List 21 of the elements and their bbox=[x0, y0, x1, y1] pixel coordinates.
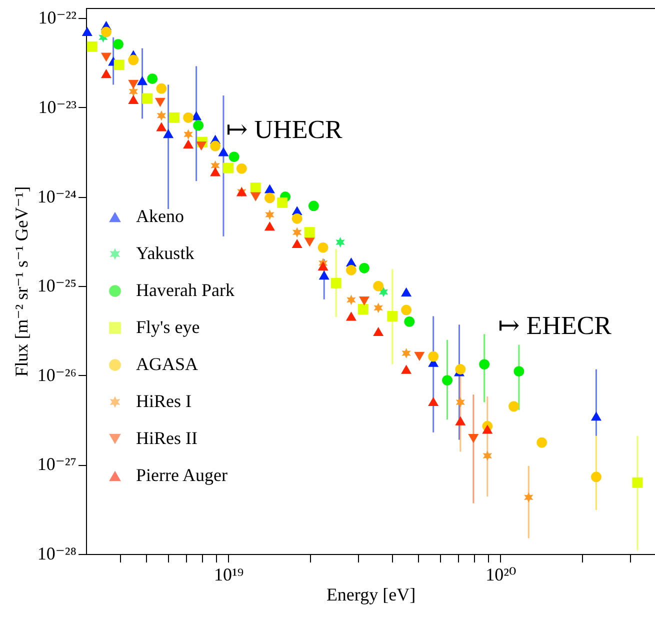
legend-label: Akeno bbox=[136, 206, 184, 226]
annotation: ↦ EHECR bbox=[498, 311, 612, 340]
y-tick-label: 10⁻²³ bbox=[38, 96, 78, 117]
legend-label: AGASA bbox=[136, 354, 198, 374]
annotation: ↦ UHECR bbox=[226, 115, 344, 144]
y-tick-label: 10⁻²⁴ bbox=[37, 186, 76, 206]
y-axis-title: Flux [m⁻² sr⁻¹ s⁻¹ GeV⁻¹] bbox=[11, 186, 32, 377]
legend-label: Fly's eye bbox=[136, 317, 200, 337]
y-tick-label: 10⁻²² bbox=[38, 8, 76, 28]
x-tick-label: 10²⁰ bbox=[486, 564, 516, 584]
legend-label: HiRes I bbox=[136, 391, 192, 411]
y-tick-label: 10⁻²⁸ bbox=[37, 544, 76, 564]
legend-label: Haverah Park bbox=[136, 280, 234, 300]
y-tick-label: 10⁻²⁶ bbox=[37, 364, 76, 385]
y-tick-label: 10⁻²⁵ bbox=[37, 276, 76, 296]
x-tick-label: 10¹⁹ bbox=[214, 564, 244, 584]
legend-label: HiRes II bbox=[136, 428, 198, 448]
legend-label: Pierre Auger bbox=[136, 465, 228, 485]
x-axis-title: Energy [eV] bbox=[326, 584, 416, 604]
legend-label: Yakustk bbox=[136, 243, 194, 263]
y-tick-label: 10⁻²⁷ bbox=[37, 454, 76, 474]
